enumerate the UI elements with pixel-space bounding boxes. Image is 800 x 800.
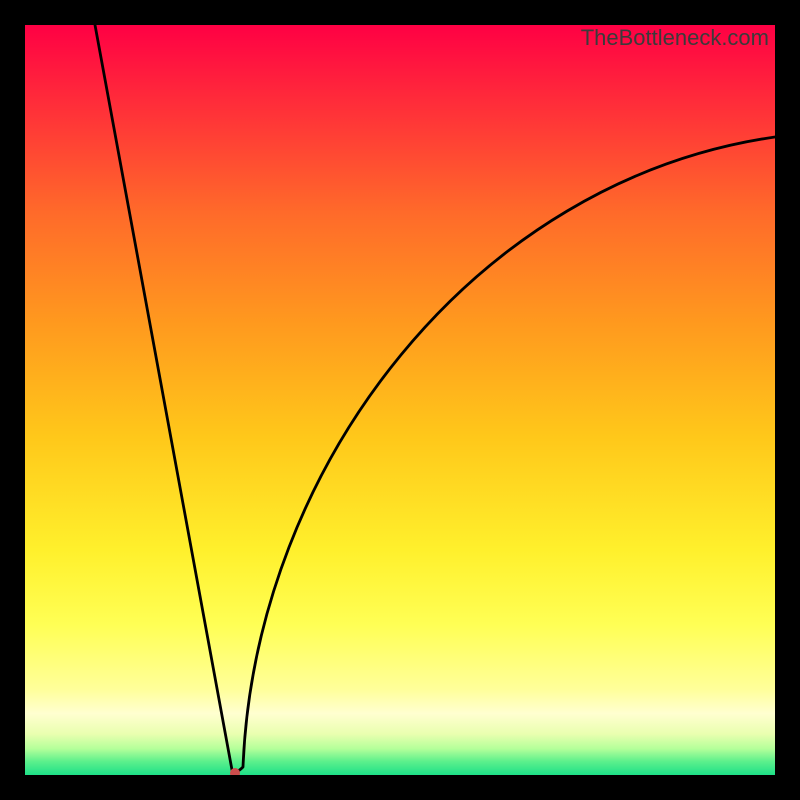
watermark-text: TheBottleneck.com — [581, 25, 769, 51]
chart-frame: TheBottleneck.com — [0, 0, 800, 800]
gradient-background — [25, 25, 775, 775]
plot-area: TheBottleneck.com — [25, 25, 775, 775]
chart-svg — [25, 25, 775, 775]
